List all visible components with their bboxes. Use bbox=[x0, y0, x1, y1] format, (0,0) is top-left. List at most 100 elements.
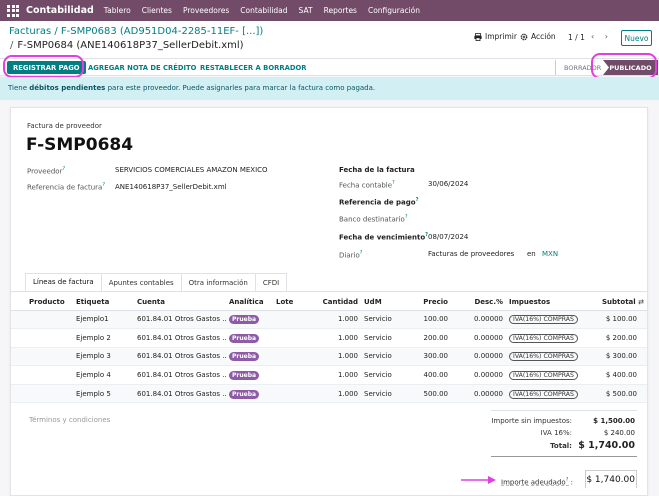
tab-other-info[interactable]: Otra información bbox=[180, 273, 256, 291]
cell-analytic[interactable]: Prueba bbox=[226, 310, 273, 330]
col-price[interactable]: Precio bbox=[409, 294, 451, 311]
cell-discount[interactable]: 0.00000 bbox=[451, 384, 506, 404]
col-subtotal[interactable]: Subtotal ⇄ bbox=[590, 294, 647, 311]
cell-analytic[interactable]: Prueba bbox=[226, 347, 273, 367]
cell-discount[interactable]: 0.00000 bbox=[451, 328, 506, 348]
action-button[interactable]: Acción bbox=[520, 32, 556, 41]
print-button[interactable]: Imprimir bbox=[474, 32, 517, 41]
table-row[interactable]: Ejemplo 5 601.84.01 Otros Gastos ... Pru… bbox=[11, 384, 647, 404]
stage-draft[interactable]: BORRADOR bbox=[555, 60, 603, 75]
cell-discount[interactable]: 0.00000 bbox=[451, 347, 506, 367]
menu-tablero[interactable]: Tablero bbox=[103, 6, 131, 15]
cell-analytic[interactable]: Prueba bbox=[226, 384, 273, 404]
cell-product[interactable] bbox=[11, 384, 73, 404]
col-product[interactable]: Producto bbox=[11, 294, 73, 311]
cell-taxes[interactable]: IVA(16%) COMPRAS bbox=[506, 328, 590, 348]
cell-label[interactable]: Ejemplo 2 bbox=[73, 328, 134, 348]
cell-label[interactable]: Ejemplo1 bbox=[73, 310, 134, 330]
col-lot[interactable]: Lote bbox=[273, 294, 309, 311]
col-account[interactable]: Cuenta bbox=[134, 294, 226, 311]
cell-account[interactable]: 601.84.01 Otros Gastos ... bbox=[134, 384, 226, 404]
cell-quantity[interactable]: 1.000 bbox=[309, 310, 361, 330]
vendor-field[interactable]: SERVICIOS COMERCIALES AMAZON MEXICO bbox=[115, 166, 268, 174]
cell-account[interactable]: 601.84.01 Otros Gastos ... bbox=[134, 310, 226, 330]
menu-proveedores[interactable]: Proveedores bbox=[182, 6, 230, 15]
table-row[interactable]: Ejemplo1 601.84.01 Otros Gastos ... Prue… bbox=[11, 310, 647, 330]
cell-account[interactable]: 601.84.01 Otros Gastos ... bbox=[134, 328, 226, 348]
pager-value[interactable]: 1 / 1 bbox=[568, 33, 585, 42]
cell-uom[interactable]: Servicio bbox=[361, 328, 409, 348]
column-settings-icon[interactable]: ⇄ bbox=[638, 297, 644, 306]
cell-taxes[interactable]: IVA(16%) COMPRAS bbox=[506, 384, 590, 404]
cell-lot[interactable] bbox=[273, 347, 309, 367]
cell-account[interactable]: 601.84.01 Otros Gastos ... bbox=[134, 365, 226, 385]
menu-clientes[interactable]: Clientes bbox=[141, 6, 172, 15]
stage-posted[interactable]: PUBLICADO bbox=[603, 60, 658, 75]
menu-reportes[interactable]: Reportes bbox=[323, 6, 357, 15]
menu-sat[interactable]: SAT bbox=[298, 6, 313, 15]
breadcrumb-parent-link[interactable]: Facturas / F-SMP0683 (AD951D04-2285-11EF… bbox=[9, 26, 264, 37]
table-row[interactable]: Ejemplo 4 601.84.01 Otros Gastos ... Pru… bbox=[11, 365, 647, 385]
cell-product[interactable] bbox=[11, 365, 73, 385]
add-credit-note-button[interactable]: AGREGAR NOTA DE CRÉDITO bbox=[88, 63, 197, 72]
accounting-date-field[interactable]: 30/06/2024 bbox=[428, 180, 469, 188]
col-taxes[interactable]: Impuestos bbox=[506, 294, 590, 311]
col-quantity[interactable]: Cantidad bbox=[309, 294, 361, 311]
cell-taxes[interactable]: IVA(16%) COMPRAS bbox=[506, 347, 590, 367]
menu-configuracion[interactable]: Configuración bbox=[367, 6, 421, 15]
cell-uom[interactable]: Servicio bbox=[361, 347, 409, 367]
cell-quantity[interactable]: 1.000 bbox=[309, 384, 361, 404]
cell-quantity[interactable]: 1.000 bbox=[309, 365, 361, 385]
cell-lot[interactable] bbox=[273, 384, 309, 404]
cell-account[interactable]: 601.84.01 Otros Gastos ... bbox=[134, 347, 226, 367]
tab-journal-items[interactable]: Apuntes contables bbox=[100, 273, 182, 291]
new-button[interactable]: Nuevo bbox=[621, 30, 652, 46]
col-discount[interactable]: Desc.% bbox=[451, 294, 506, 311]
cell-lot[interactable] bbox=[273, 365, 309, 385]
cell-taxes[interactable]: IVA(16%) COMPRAS bbox=[506, 365, 590, 385]
cell-product[interactable] bbox=[11, 328, 73, 348]
cell-price[interactable]: 200.00 bbox=[409, 328, 451, 348]
cell-price[interactable]: 300.00 bbox=[409, 347, 451, 367]
cell-analytic[interactable]: Prueba bbox=[226, 328, 273, 348]
pager-arrows[interactable]: ‹ › bbox=[591, 32, 612, 41]
cell-label[interactable]: Ejemplo 3 bbox=[73, 347, 134, 367]
cell-discount[interactable]: 0.00000 bbox=[451, 365, 506, 385]
cell-taxes[interactable]: IVA(16%) COMPRAS bbox=[506, 310, 590, 330]
cell-price[interactable]: 500.00 bbox=[409, 384, 451, 404]
menu-contabilidad[interactable]: Contabilidad bbox=[240, 6, 288, 15]
apps-menu-icon[interactable] bbox=[6, 4, 20, 18]
cell-label[interactable]: Ejemplo 4 bbox=[73, 365, 134, 385]
analytic-tag: Prueba bbox=[229, 371, 260, 381]
register-payment-button[interactable]: REGISTRAR PAGO bbox=[7, 61, 86, 74]
due-date-field[interactable]: 08/07/2024 bbox=[428, 233, 469, 241]
cell-price[interactable]: 100.00 bbox=[409, 310, 451, 330]
col-analytic[interactable]: Analítica bbox=[226, 294, 273, 311]
cell-discount[interactable]: 0.00000 bbox=[451, 310, 506, 330]
cell-quantity[interactable]: 1.000 bbox=[309, 347, 361, 367]
cell-uom[interactable]: Servicio bbox=[361, 365, 409, 385]
cell-uom[interactable]: Servicio bbox=[361, 310, 409, 330]
table-row[interactable]: Ejemplo 3 601.84.01 Otros Gastos ... Pru… bbox=[11, 347, 647, 367]
table-row[interactable]: Ejemplo 2 601.84.01 Otros Gastos ... Pru… bbox=[11, 328, 647, 348]
alert-bold-text[interactable]: débitos pendientes bbox=[29, 84, 106, 92]
cell-uom[interactable]: Servicio bbox=[361, 384, 409, 404]
col-uom[interactable]: UdM bbox=[361, 294, 409, 311]
cell-product[interactable] bbox=[11, 310, 73, 330]
cell-lot[interactable] bbox=[273, 328, 309, 348]
tab-invoice-lines[interactable]: Líneas de factura bbox=[25, 273, 102, 291]
reset-draft-button[interactable]: RESTABLECER A BORRADOR bbox=[200, 63, 307, 72]
invoice-ref-field[interactable]: ANE140618P37_SellerDebit.xml bbox=[115, 183, 227, 191]
tab-cfdi[interactable]: CFDI bbox=[254, 273, 288, 291]
app-brand[interactable]: Contabilidad bbox=[26, 5, 94, 16]
terms-conditions-field[interactable]: Términos y condiciones bbox=[29, 416, 111, 424]
journal-field[interactable]: Facturas de proveedores bbox=[428, 250, 515, 258]
cell-product[interactable] bbox=[11, 347, 73, 367]
currency-field[interactable]: MXN bbox=[542, 250, 559, 258]
cell-analytic[interactable]: Prueba bbox=[226, 365, 273, 385]
col-label[interactable]: Etiqueta bbox=[73, 294, 134, 311]
cell-quantity[interactable]: 1.000 bbox=[309, 328, 361, 348]
cell-lot[interactable] bbox=[273, 310, 309, 330]
cell-price[interactable]: 400.00 bbox=[409, 365, 451, 385]
cell-label[interactable]: Ejemplo 5 bbox=[73, 384, 134, 404]
